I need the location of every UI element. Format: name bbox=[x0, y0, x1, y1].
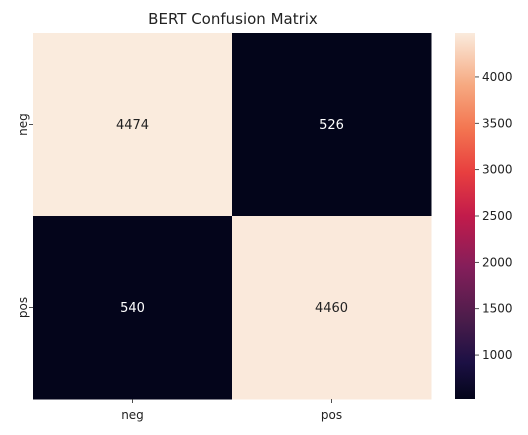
cell-value-label: 526 bbox=[319, 118, 344, 133]
colorbar-tick-label: 3500 bbox=[482, 116, 513, 130]
colorbar-tick-label: 4000 bbox=[482, 70, 513, 84]
colorbar-tick-label: 2000 bbox=[482, 255, 513, 269]
y-tick-label: neg bbox=[16, 113, 30, 136]
heatmap-cell-pos-pos bbox=[232, 216, 432, 400]
x-tick-label: neg bbox=[121, 408, 144, 422]
heatmap-cell-neg-neg bbox=[33, 33, 233, 217]
heatmap-cells bbox=[33, 33, 432, 400]
y-tick-label: pos bbox=[16, 297, 30, 318]
heatmap-cell-labels: 4474 526 540 4460 bbox=[116, 118, 348, 316]
colorbar bbox=[455, 33, 475, 399]
cell-value-label: 4460 bbox=[315, 301, 348, 316]
chart-title: BERT Confusion Matrix bbox=[148, 10, 318, 28]
y-axis-ticks: neg pos bbox=[16, 113, 33, 318]
cell-value-label: 540 bbox=[120, 301, 145, 316]
colorbar-tick-label: 2500 bbox=[482, 209, 513, 223]
heatmap-cell-pos-neg bbox=[33, 216, 233, 400]
colorbar-tick-label: 3000 bbox=[482, 163, 513, 177]
cell-value-label: 4474 bbox=[116, 118, 149, 133]
colorbar-ticks: 1000 1500 2000 2500 3000 3500 4000 bbox=[475, 70, 513, 362]
heatmap-cell-neg-pos bbox=[232, 33, 432, 217]
x-axis-ticks: neg pos bbox=[121, 399, 342, 422]
colorbar-tick-label: 1500 bbox=[482, 302, 513, 316]
x-tick-label: pos bbox=[321, 408, 342, 422]
colorbar-tick-label: 1000 bbox=[482, 348, 513, 362]
